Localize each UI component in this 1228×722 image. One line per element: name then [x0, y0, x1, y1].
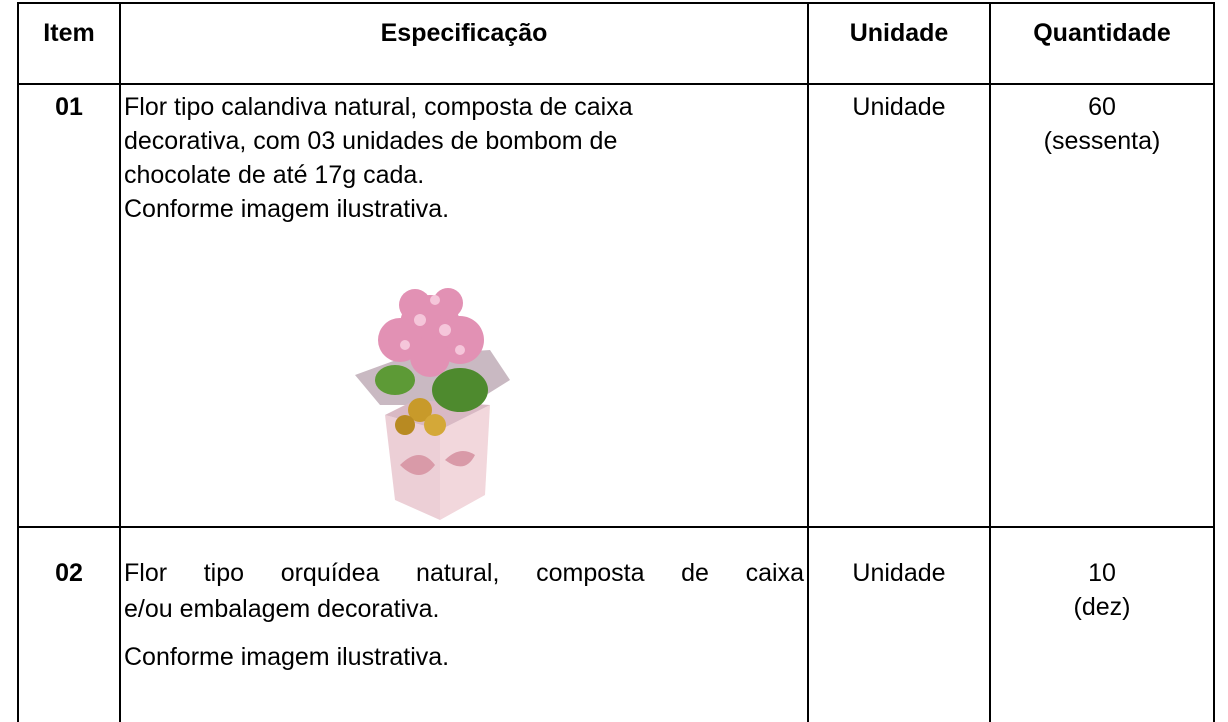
header-cell: Especificação [380, 19, 548, 47]
description-line: Flor tipo orquídea natural, composta de … [124, 559, 804, 587]
header-cell: Quantidade [1033, 19, 1171, 47]
quantity-line: (sessenta) [1043, 127, 1161, 155]
description-line: chocolate de até 17g cada. [124, 161, 425, 189]
border [17, 83, 1215, 85]
border [807, 2, 809, 722]
description-line: decorativa, com 03 unidades de bombom de [124, 127, 618, 155]
description-line: Conforme imagem ilustrativa. [124, 643, 450, 671]
description-line: Conforme imagem ilustrativa. [124, 195, 450, 223]
product-image [355, 288, 510, 520]
border [1213, 2, 1215, 722]
border [989, 2, 991, 722]
item-cell: 01 [55, 93, 83, 121]
unit-cell: Unidade [852, 93, 946, 121]
quantity-line: 60 [1088, 93, 1116, 121]
header-cell: Unidade [849, 19, 949, 47]
quantity-line: (dez) [1073, 593, 1131, 621]
description-line: Flor tipo calandiva natural, composta de… [124, 93, 633, 121]
border [17, 2, 1215, 4]
quantity-line: 10 [1088, 559, 1116, 587]
border [17, 526, 1215, 528]
unit-cell: Unidade [852, 559, 946, 587]
border [119, 2, 121, 722]
description-line: e/ou embalagem decorativa. [124, 595, 440, 623]
border [17, 2, 19, 722]
item-cell: 02 [55, 559, 83, 587]
header-cell: Item [43, 19, 95, 47]
